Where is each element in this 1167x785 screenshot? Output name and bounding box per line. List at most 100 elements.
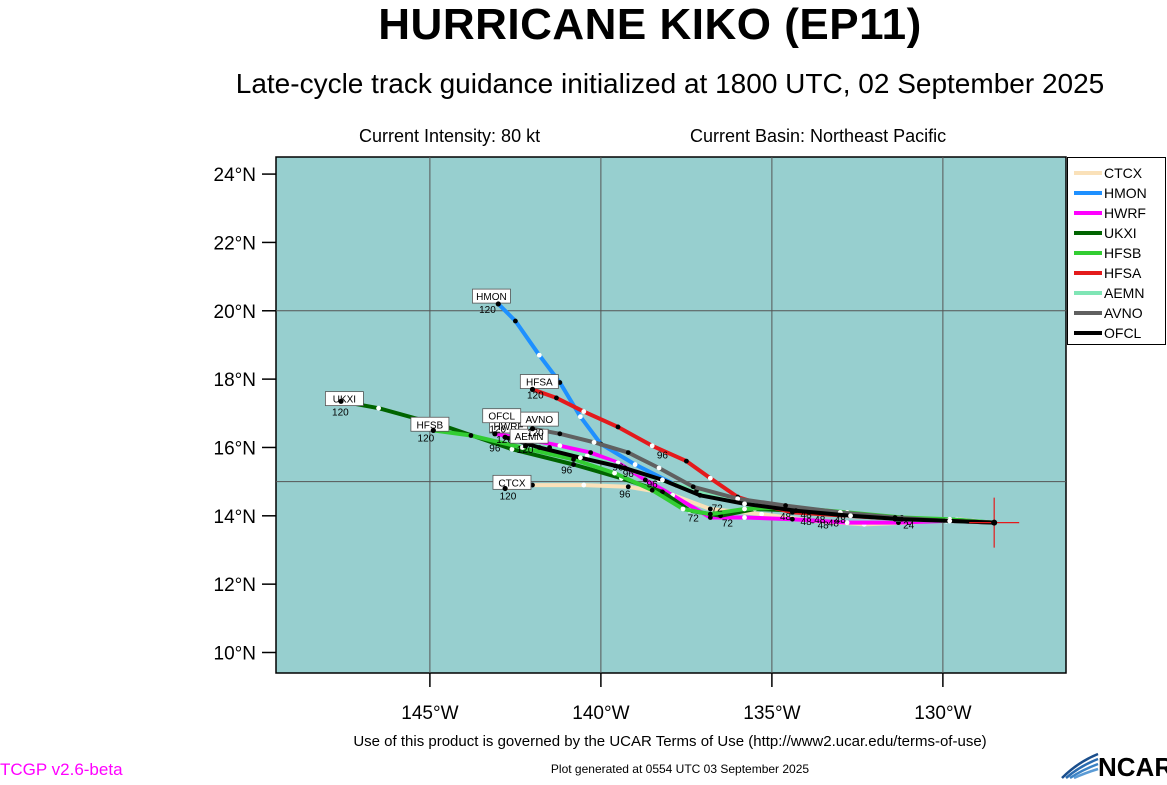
forecast-hour-label: 96 [657, 450, 669, 461]
track-end-hour-label: 120 [418, 433, 435, 444]
track-point [625, 484, 631, 490]
forecast-hour-label: 72 [722, 519, 734, 530]
legend-label: HFSB [1104, 245, 1142, 261]
track-end-point [502, 485, 508, 492]
track-end-point [495, 301, 501, 307]
track-point [660, 489, 665, 495]
track-point [790, 516, 795, 522]
track-point [793, 508, 799, 514]
track-point [742, 506, 747, 512]
track-name-box-label: HMON [476, 292, 507, 303]
forecast-hour-label: 48 [835, 515, 847, 526]
forecast-hour-label: 48 [814, 515, 826, 526]
track-end-point [529, 386, 536, 392]
legend-label: HWRF [1104, 205, 1146, 221]
forecast-hour-label: 96 [612, 462, 624, 473]
track-point [742, 501, 747, 507]
legend-swatch [1074, 331, 1102, 335]
legend-item-ukxi: UKXI [1074, 224, 1137, 242]
track-end-hour-label: 120 [527, 391, 544, 402]
track-point [577, 414, 583, 420]
track-end-point [338, 398, 344, 404]
track-legend: CTCX HMON HWRF UKXI HFSB HFSA AEMN AVNO OFCL [1067, 157, 1166, 345]
track-point [615, 424, 621, 430]
track-point [899, 516, 905, 522]
track-point [683, 458, 689, 464]
track-end-hour-label: 120 [332, 408, 349, 419]
legend-label: AEMN [1104, 285, 1145, 301]
track-point [612, 470, 617, 476]
track-point [536, 445, 542, 450]
track-point [848, 513, 853, 519]
plot-generated-label: Plot generated at 0554 UTC 03 September … [550, 762, 810, 776]
legend-item-avno: AVNO [1074, 304, 1143, 322]
track-point [642, 477, 648, 483]
track-point [554, 395, 559, 401]
legend-label: OFCL [1104, 325, 1142, 341]
track-point [707, 511, 713, 517]
track-point [622, 465, 628, 471]
track-point [690, 484, 696, 490]
track-name-box-label: HFSB [417, 420, 444, 431]
track-point [660, 477, 665, 483]
legend-swatch [1074, 191, 1102, 195]
forecast-hour-label: 72 [688, 514, 700, 525]
track-point [742, 515, 747, 520]
legend-label: AVNO [1104, 305, 1143, 321]
lat-tick-label: 24°N [214, 165, 256, 186]
track-point [783, 503, 788, 508]
track-name-box-label: OFCL [488, 412, 515, 423]
legend-item-hmon: HMON [1074, 184, 1147, 202]
forecast-hour-label: 48 [780, 512, 792, 523]
track-point [536, 352, 542, 358]
track-point [376, 405, 381, 411]
track-name-box [509, 428, 549, 444]
track-point [680, 506, 686, 512]
track-name-box [482, 408, 522, 424]
legend-item-ofcl: OFCL [1074, 324, 1141, 342]
track-point [759, 511, 765, 517]
lat-tick-label: 16°N [214, 438, 256, 459]
storm-position-icon [991, 519, 998, 526]
track-name-box [492, 474, 532, 490]
legend-swatch [1074, 291, 1102, 295]
track-end-point [502, 434, 508, 440]
track-line-hwrf [492, 431, 997, 525]
track-name-box-label: HFSA [526, 378, 553, 389]
ncar-logo: NCAR [1060, 748, 1167, 782]
forecast-hour-label: 48 [801, 510, 813, 521]
legend-label: HMON [1104, 185, 1147, 201]
lat-tick-label: 18°N [214, 370, 256, 391]
track-point [947, 518, 953, 524]
track-line-ofcl [503, 435, 997, 525]
current-basin-label: Current Basin: Northeast Pacific [690, 126, 947, 146]
lat-tick-label: 22°N [214, 233, 256, 254]
track-name-box-label: CTCX [498, 478, 526, 489]
lon-tick-label: 130°W [914, 703, 971, 724]
lon-tick-label: 135°W [743, 703, 800, 724]
forecast-hour-label: 48 [801, 517, 813, 528]
track-end-point [430, 427, 436, 433]
track-name-box [324, 391, 364, 407]
legend-label: HFSA [1104, 265, 1142, 281]
forecast-hour-label: 24 [903, 520, 915, 531]
track-point [649, 487, 655, 493]
track-end-hour-label: 120 [496, 435, 513, 446]
track-point [557, 443, 563, 449]
track-point [581, 409, 587, 414]
track-end-point [523, 443, 529, 449]
track-name-box-label: AVNO [526, 415, 554, 426]
forecast-hour-label: 96 [647, 479, 659, 490]
track-end-hour-label: 120 [527, 428, 544, 439]
track-name-box [410, 416, 450, 432]
track-point [896, 520, 901, 526]
track-end-hour-label: 120 [517, 445, 534, 456]
lon-tick-label: 145°W [401, 703, 458, 724]
track-point [625, 450, 631, 455]
legend-swatch [1074, 311, 1102, 315]
legend-item-aemn: AEMN [1074, 284, 1144, 302]
forecast-hour-label: 96 [561, 466, 573, 477]
track-end-hour-label: 120 [489, 425, 506, 436]
ocean-background [275, 156, 1067, 674]
